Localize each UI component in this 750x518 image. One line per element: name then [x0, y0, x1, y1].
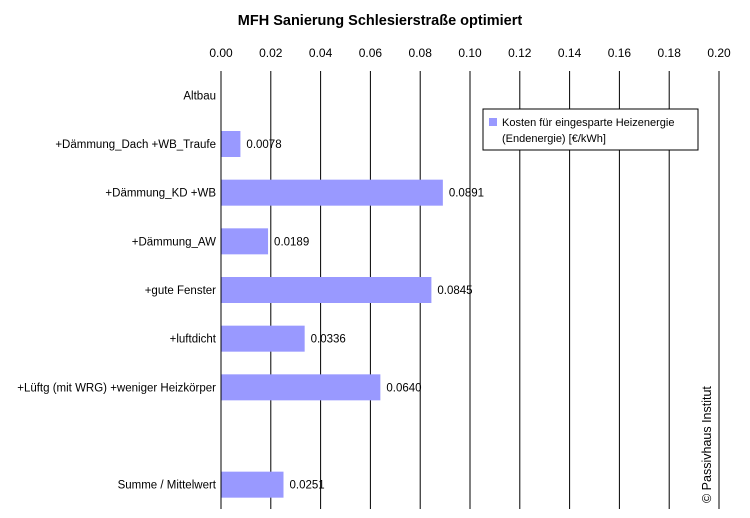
- category-label: +Dämmung_KD +WB: [105, 188, 216, 200]
- x-tick-label: 0.04: [309, 46, 333, 60]
- x-tick-label: 0.08: [409, 46, 433, 60]
- bar: [221, 277, 432, 303]
- data-label: 0.0251: [289, 480, 324, 492]
- bar: [221, 325, 305, 352]
- value-labels: 0.0078 0.0891 0.0189 0.0845 0.0336 0.0640 0.02…: [246, 139, 484, 492]
- category-label: +luftdicht: [170, 334, 217, 346]
- x-tick-label: 0.10: [458, 46, 482, 60]
- data-label: 0.0078: [246, 139, 281, 151]
- bars: [221, 131, 443, 498]
- x-tick-label: 0.20: [707, 46, 731, 60]
- category-label: +gute Fenster: [145, 285, 216, 297]
- bar: [221, 374, 381, 401]
- bar: [221, 471, 284, 498]
- category-label: +Dämmung_AW: [132, 236, 216, 248]
- chart-title: MFH Sanierung Schlesierstraße optimiert: [238, 13, 523, 29]
- category-label: Altbau: [183, 90, 216, 102]
- x-tick-label: 0.00: [209, 46, 233, 60]
- legend-swatch: [489, 118, 497, 126]
- bar: [221, 228, 269, 255]
- legend: Kosten für eingesparte Heizenergie (Ende…: [482, 108, 699, 151]
- x-tick-label: 0.14: [558, 46, 582, 60]
- x-tick-label: 0.16: [608, 46, 632, 60]
- category-labels: Altbau +Dämmung_Dach +WB_Traufe +Dämmung_K…: [17, 90, 217, 491]
- data-label: 0.0189: [274, 236, 309, 248]
- data-label: 0.0336: [311, 334, 346, 346]
- copyright-text: © Passivhaus Institut: [700, 386, 714, 503]
- x-tick-label: 0.02: [259, 46, 283, 60]
- category-label: +Dämmung_Dach +WB_Traufe: [55, 139, 216, 151]
- x-axis-ticks: 0.00 0.02 0.04 0.06 0.08 0.10 0.12 0.14 0.16 0.18…: [209, 46, 731, 60]
- data-label: 0.0891: [449, 188, 484, 200]
- category-label: +Lüftg (mit WRG) +weniger Heizkörper: [17, 382, 216, 394]
- x-tick-label: 0.12: [508, 46, 532, 60]
- x-tick-label: 0.06: [359, 46, 383, 60]
- data-label: 0.0640: [386, 382, 421, 394]
- legend-text-line-1: Kosten für eingesparte Heizenergie: [502, 117, 674, 129]
- category-label: Summe / Mittelwert: [118, 480, 217, 492]
- x-tick-label: 0.18: [658, 46, 682, 60]
- data-label: 0.0845: [437, 285, 472, 297]
- legend-text-line-2: (Endenergie) [€/kWh]: [502, 133, 606, 145]
- bar: [221, 131, 241, 157]
- legend-box: [482, 108, 699, 151]
- bar: [221, 179, 443, 206]
